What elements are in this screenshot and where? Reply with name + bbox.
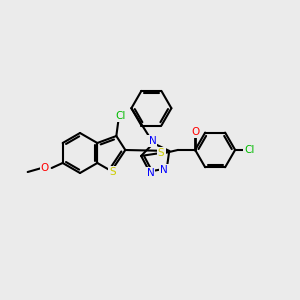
Text: O: O [40,163,49,173]
Text: Cl: Cl [244,145,254,155]
Text: N: N [160,165,168,176]
Text: Cl: Cl [115,111,125,121]
Text: N: N [146,169,154,178]
Text: N: N [148,136,156,146]
Text: O: O [191,127,199,137]
Text: S: S [158,148,164,158]
Text: S: S [109,167,116,177]
